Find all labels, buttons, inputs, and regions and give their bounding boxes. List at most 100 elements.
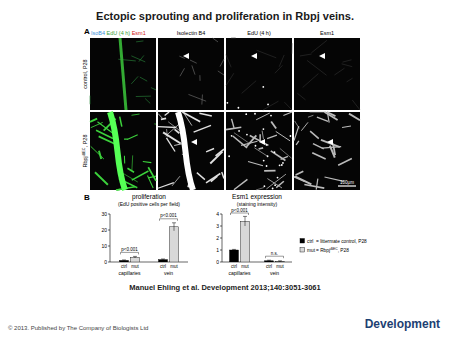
chart: proliferation(EdU positive cells per fie… <box>101 193 188 276</box>
vessel <box>259 148 264 149</box>
y-tick <box>108 214 110 215</box>
bar <box>159 260 168 262</box>
vessel <box>143 162 151 163</box>
vessel <box>132 114 140 115</box>
vessel <box>248 161 263 165</box>
significance-bracket <box>231 213 249 215</box>
significance-bracket <box>266 256 284 258</box>
row-label-text: control, P28 <box>82 59 88 88</box>
nucleus <box>246 134 248 136</box>
chart: Esm1 expression(staining intensity)01234… <box>216 193 292 276</box>
vein <box>178 112 193 190</box>
row-label-text: Rbpj <box>82 156 88 167</box>
x-tick-label: ctrl <box>160 264 166 269</box>
error-bar <box>267 260 271 261</box>
significance-bracket <box>160 219 178 221</box>
bar <box>120 260 129 262</box>
vessel <box>147 175 153 188</box>
citation: Manuel Ehling et al. Development 2013;14… <box>129 283 320 292</box>
vessel <box>194 125 211 132</box>
vessel <box>352 100 360 110</box>
nucleus <box>226 102 228 104</box>
vessel <box>136 40 143 42</box>
vessel <box>179 56 184 58</box>
vessel <box>163 132 181 143</box>
vein <box>120 38 126 110</box>
panel-letter: A <box>84 27 90 36</box>
x-tick-label: mut <box>241 264 249 269</box>
vessel <box>124 138 128 139</box>
chart-subtitle: (EdU positive cells per field) <box>118 201 180 207</box>
vessel <box>148 167 156 181</box>
vessel <box>124 156 125 164</box>
vessel <box>91 146 104 159</box>
legend-text-suffix: , P28 <box>338 248 350 253</box>
vessel <box>275 65 283 73</box>
vessel <box>301 122 308 130</box>
x-tick-label: ctrl <box>121 264 127 269</box>
nucleus <box>266 144 268 146</box>
vessel <box>158 183 174 189</box>
column-header: Esm1 <box>320 30 334 36</box>
bar <box>230 250 239 262</box>
vessel <box>271 151 286 161</box>
nucleus <box>279 164 281 166</box>
y-tick-label: 1 <box>216 247 219 253</box>
vessel <box>95 172 108 184</box>
y-tick <box>108 230 110 231</box>
vessel <box>172 176 180 186</box>
vessel <box>226 55 231 68</box>
vein <box>110 112 125 190</box>
legend-text-text: = Rbpj <box>316 248 330 253</box>
vessel <box>296 171 304 175</box>
vessel <box>158 126 176 128</box>
nucleus <box>228 155 230 157</box>
vessel <box>264 170 275 172</box>
vessel <box>218 71 224 75</box>
vessel <box>281 156 288 159</box>
vessel <box>206 148 214 151</box>
micrograph <box>158 38 224 110</box>
error-bar <box>122 259 126 261</box>
vessel <box>316 179 318 190</box>
vessel <box>234 179 247 189</box>
vessel <box>226 73 234 85</box>
vessel <box>324 112 337 120</box>
error-bar <box>243 216 247 226</box>
y-tick <box>220 226 222 227</box>
micrograph <box>294 38 360 110</box>
y-tick <box>220 214 222 215</box>
vessel <box>256 187 264 190</box>
micrograph-vessels <box>179 38 224 105</box>
error-bar <box>172 223 176 231</box>
vessel <box>312 153 325 159</box>
vessel <box>283 112 292 115</box>
vessel <box>259 134 261 142</box>
slide: Ectopic sprouting and proliferation in R… <box>0 0 450 338</box>
error-bar <box>232 249 236 250</box>
y-tick-label: 0 <box>104 259 107 265</box>
nucleus <box>282 162 284 164</box>
vessel <box>317 117 328 121</box>
nucleus <box>231 135 233 137</box>
nucleus <box>263 160 265 162</box>
micrograph <box>90 112 156 190</box>
vessel <box>120 117 122 127</box>
arrowhead <box>183 53 189 59</box>
bars <box>230 216 285 262</box>
merge-header-part: IsoB4 <box>91 30 105 36</box>
micrograph-vessels <box>226 38 292 110</box>
category-label: capillaries <box>118 270 141 276</box>
vessel <box>201 95 203 105</box>
legend-text-text: = littermate control, P28 <box>316 239 367 244</box>
vessel <box>349 114 360 121</box>
vessel <box>166 129 168 137</box>
vessel <box>308 115 313 117</box>
merge-header-part: Esm1 <box>130 30 146 36</box>
nucleus <box>274 184 276 186</box>
micrograph-vessels <box>226 112 292 190</box>
vessel <box>220 59 224 66</box>
micrograph-vessels <box>294 112 360 190</box>
title: Ectopic sprouting and proliferation in R… <box>96 10 354 22</box>
scale-bar <box>338 185 356 186</box>
